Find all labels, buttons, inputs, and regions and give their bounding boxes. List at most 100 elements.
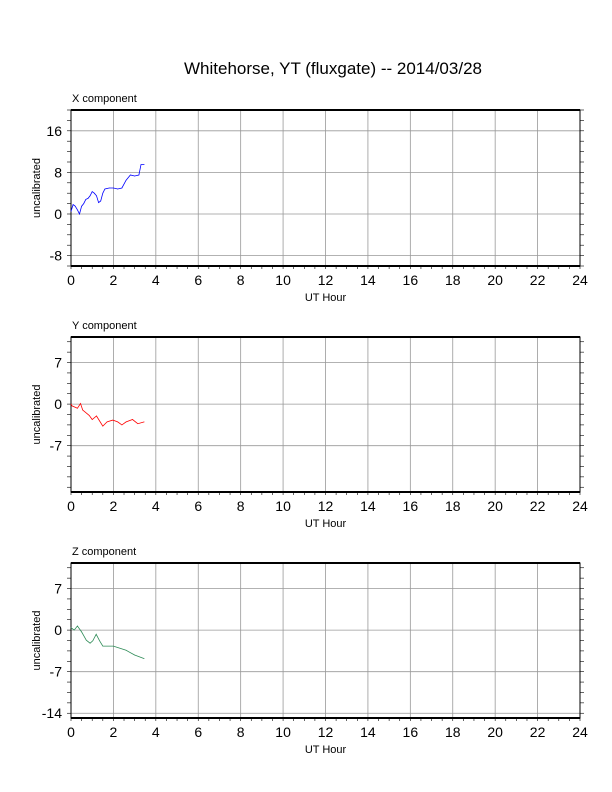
x-tick-label: 0 xyxy=(67,498,75,514)
x-tick-label: 16 xyxy=(403,498,419,514)
x-tick-label: 18 xyxy=(445,498,461,514)
x-tick-label: 20 xyxy=(487,724,503,740)
data-point xyxy=(113,187,114,189)
data-point xyxy=(77,209,78,211)
y-tick-label: 0 xyxy=(54,206,62,222)
data-point xyxy=(72,204,74,205)
x-tick-label: 18 xyxy=(445,272,461,288)
x-tick-label: 18 xyxy=(445,724,461,740)
y-tick-label: -8 xyxy=(50,248,63,264)
x-tick-label: 6 xyxy=(194,272,202,288)
x-tick-label: 22 xyxy=(530,498,546,514)
data-point xyxy=(100,200,101,202)
data-point xyxy=(88,415,90,416)
y-axis-label: uncalibrated xyxy=(31,385,43,445)
data-point xyxy=(134,654,135,656)
data-point xyxy=(95,633,97,635)
x-tick-label: 6 xyxy=(194,724,202,740)
x-axis-label: UT Hour xyxy=(305,292,347,304)
data-point xyxy=(138,174,140,176)
data-point xyxy=(74,205,76,207)
x-tick-label: 6 xyxy=(194,498,202,514)
y-tick-label: 0 xyxy=(54,396,62,412)
x-tick-label: 10 xyxy=(275,724,291,740)
x-tick-label: 14 xyxy=(360,724,376,740)
x-tick-label: 16 xyxy=(403,724,419,740)
data-point xyxy=(108,187,110,189)
x-tick-label: 0 xyxy=(67,724,75,740)
x-tick-label: 8 xyxy=(237,724,245,740)
data-point xyxy=(102,192,104,194)
data-point xyxy=(125,421,127,423)
x-tick-label: 10 xyxy=(275,272,291,288)
data-point xyxy=(82,409,83,411)
data-point xyxy=(125,179,127,181)
data-point xyxy=(70,627,72,629)
chart-title: Whitehorse, YT (fluxgate) -- 2014/03/28 xyxy=(184,59,482,78)
x-tick-label: 4 xyxy=(152,272,160,288)
data-point xyxy=(91,191,93,192)
data-point xyxy=(134,175,135,177)
x-tick-label: 24 xyxy=(572,498,588,514)
data-point xyxy=(106,421,108,423)
data-point xyxy=(143,164,145,165)
x-tick-label: 16 xyxy=(403,272,419,288)
x-tick-label: 22 xyxy=(530,724,546,740)
data-point xyxy=(71,405,73,407)
panel-title: Y component xyxy=(72,320,137,332)
data-point xyxy=(125,649,127,651)
data-point xyxy=(140,164,142,165)
data-point xyxy=(80,403,81,404)
x-tick-label: 12 xyxy=(318,272,334,288)
data-point xyxy=(98,202,99,203)
x-tick-label: 20 xyxy=(487,498,503,514)
data-point xyxy=(112,419,114,421)
data-point xyxy=(143,421,145,423)
data-point xyxy=(79,213,80,215)
data-point xyxy=(70,403,72,405)
y-tick-label: 0 xyxy=(54,622,62,638)
data-point xyxy=(104,188,106,190)
x-tick-label: 12 xyxy=(318,498,334,514)
x-tick-label: 14 xyxy=(360,498,376,514)
x-tick-label: 4 xyxy=(152,724,160,740)
x-tick-label: 4 xyxy=(152,498,160,514)
data-series-line xyxy=(70,402,145,427)
data-point xyxy=(99,640,100,642)
y-tick-label: 8 xyxy=(54,164,62,180)
x-tick-label: 2 xyxy=(110,724,118,740)
panel-title: Z component xyxy=(72,546,136,558)
data-point xyxy=(96,415,97,417)
data-point xyxy=(85,639,87,641)
x-tick-label: 2 xyxy=(110,498,118,514)
x-tick-label: 2 xyxy=(110,272,118,288)
x-tick-label: 12 xyxy=(318,724,334,740)
y-tick-label: 7 xyxy=(54,581,62,597)
x-tick-label: 20 xyxy=(487,272,503,288)
y-tick-label: -7 xyxy=(50,438,63,454)
x-tick-label: 8 xyxy=(237,272,245,288)
data-point xyxy=(70,211,72,212)
data-point xyxy=(137,423,139,425)
data-point xyxy=(83,203,85,204)
x-tick-label: 24 xyxy=(572,724,588,740)
data-point xyxy=(77,625,78,627)
data-point xyxy=(102,425,104,427)
data-point xyxy=(121,424,123,426)
data-point xyxy=(117,188,118,190)
y-tick-label: -7 xyxy=(50,664,63,680)
y-axis-label: uncalibrated xyxy=(31,611,43,671)
x-tick-label: 14 xyxy=(360,272,376,288)
y-tick-label: 16 xyxy=(46,123,62,139)
data-point xyxy=(77,407,78,409)
data-point xyxy=(117,421,118,423)
data-point xyxy=(87,198,89,199)
data-point xyxy=(85,199,87,200)
y-tick-label: -14 xyxy=(42,705,62,721)
data-point xyxy=(81,205,82,207)
x-tick-label: 0 xyxy=(67,272,75,288)
